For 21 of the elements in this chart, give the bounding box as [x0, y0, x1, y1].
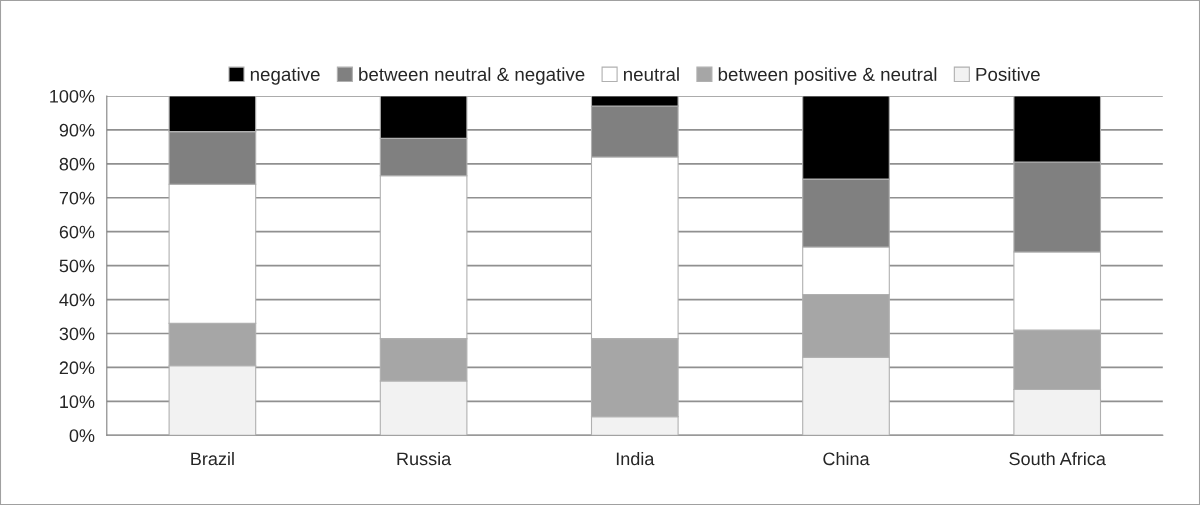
x-tick-label: China	[823, 451, 870, 466]
y-tick-label: 30%	[59, 327, 95, 341]
legend-label: between positive & neutral	[718, 67, 937, 85]
y-tick-label: 0%	[69, 429, 95, 443]
legend-label: Positive	[976, 67, 1040, 81]
x-tick-label: Russia	[397, 451, 452, 466]
y-tick-label: 10%	[60, 395, 95, 409]
x-tick-label: India	[616, 451, 655, 466]
x-tick-label: Brazil	[191, 451, 234, 466]
y-tick-label: 20%	[59, 361, 95, 375]
legend-label: neutral	[623, 67, 679, 81]
x-tick-label: South Africa	[1009, 451, 1106, 466]
y-tick-label: 50%	[59, 259, 95, 273]
y-tick-label: 70%	[59, 191, 95, 205]
legend-label: between neutral & negative	[359, 67, 585, 85]
legend-label: negative	[250, 67, 320, 85]
y-tick-label: 60%	[59, 225, 95, 239]
y-tick-label: 80%	[59, 157, 95, 171]
y-tick-label: 40%	[59, 293, 95, 307]
y-tick-label: 90%	[59, 123, 95, 137]
y-tick-label: 100%	[50, 89, 95, 103]
